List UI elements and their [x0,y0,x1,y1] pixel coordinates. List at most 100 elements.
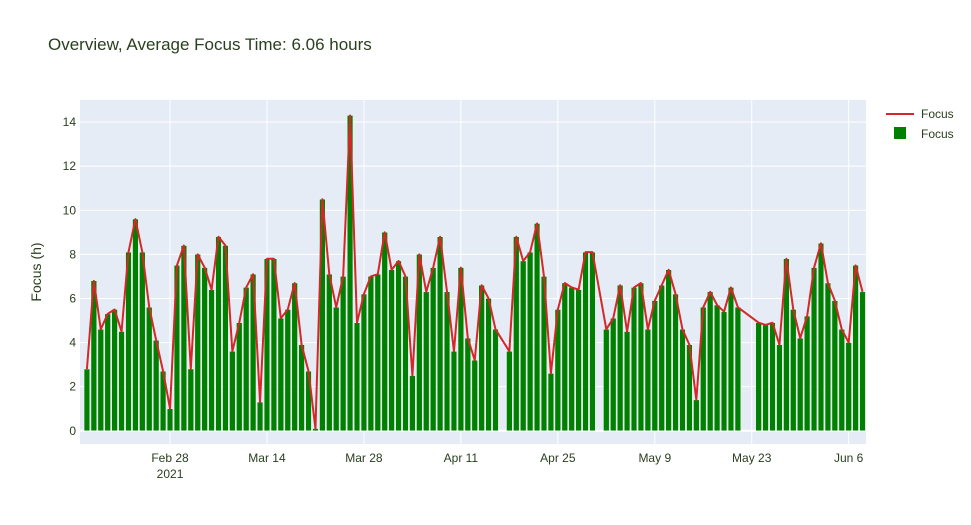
focus-bar [575,289,582,431]
focus-bar [679,329,686,431]
focus-bar [651,300,658,431]
focus-bar [277,318,284,431]
focus-bar [811,267,818,431]
focus-bar [423,291,430,431]
focus-bar [229,351,236,431]
y-tick-label: 4 [69,336,76,350]
focus-bar [97,329,104,431]
focus-bar [506,351,513,431]
focus-bar [395,260,402,431]
y-tick-label: 8 [69,247,76,261]
focus-bar [824,282,831,431]
focus-bar [153,340,160,431]
legend-bar-label: Focus [921,127,954,141]
focus-bar [776,344,783,431]
focus-bar [838,329,845,431]
focus-bar [665,269,672,431]
bar-series [83,115,866,431]
focus-bar [146,307,153,431]
focus-bar [111,309,118,431]
y-tick-label: 0 [69,424,76,438]
focus-bar [270,258,277,431]
focus-bar [617,285,624,431]
focus-bar [547,373,554,431]
y-tick-label: 10 [63,203,77,217]
focus-bar [208,289,215,431]
x-tick-label: Apr 25 [540,451,576,465]
x-tick-label: May 9 [638,451,671,465]
y-axis: 0 2 4 6 8 10 12 14 [63,115,77,438]
focus-bar [381,232,388,431]
focus-bar [340,276,347,431]
x-axis: Feb 28 2021 Mar 14 Mar 28 Apr 11 Apr 25 May 9 M… [151,451,863,481]
focus-bar [201,267,208,431]
x-tick-label: May 23 [732,451,772,465]
focus-bar [471,360,478,431]
chart-title: Overview, Average Focus Time: 6.06 hours [48,35,372,54]
focus-bar [624,331,631,431]
focus-bar [845,342,852,431]
focus-bar [630,287,638,431]
focus-bar [603,329,610,431]
focus-bar [637,282,644,431]
focus-bar [450,351,457,431]
x-tick-label: Jun 6 [834,451,864,465]
x-tick-label: Mar 28 [345,451,383,465]
focus-bar [326,274,333,431]
focus-bar [769,322,776,431]
legend-item-line[interactable]: Focus [886,107,954,121]
focus-bar [790,309,797,431]
focus-bar [534,223,541,431]
focus-bar [492,329,499,431]
focus-bar [727,287,734,431]
focus-bar [831,300,838,431]
focus-bar [520,260,527,431]
focus-bar [762,324,769,431]
focus-bar [430,267,437,431]
focus-bar [644,329,651,431]
legend[interactable]: Focus Focus [886,107,954,141]
focus-bar [804,315,811,431]
focus-bar [817,243,825,431]
focus-bar [187,368,194,431]
focus-bar [367,276,374,431]
focus-bar [118,331,125,431]
y-tick-label: 2 [69,380,76,394]
focus-bar [568,287,575,431]
y-tick-label: 6 [69,291,76,305]
focus-bar [360,293,367,431]
line-series [85,114,864,430]
focus-bar [561,282,568,431]
focus-bar [298,344,305,431]
focus-bar [755,322,762,431]
focus-bar [388,269,395,431]
focus-bar [859,291,866,431]
focus-bar [797,337,804,431]
focus-line [85,114,864,430]
focus-bar [734,307,741,431]
x-tick-label: Mar 14 [248,451,286,465]
legend-item-bar[interactable]: Focus [894,127,954,141]
legend-line-label: Focus [921,107,954,121]
focus-bar [707,291,714,431]
focus-bar [527,251,534,431]
focus-bar [243,287,250,431]
focus-bar [437,236,444,431]
focus-bar [714,304,721,431]
focus-bar [485,298,492,431]
focus-bar [104,313,111,431]
focus-bar [589,251,596,431]
focus-bar [693,399,700,431]
focus-bar [215,236,222,431]
focus-bar [284,309,291,431]
focus-bar [658,285,665,431]
y-axis-label: Focus (h) [28,242,44,301]
focus-bar [610,318,617,431]
focus-bar [257,401,264,431]
focus-bar [353,322,361,431]
x-tick-label: Apr 11 [444,451,479,465]
focus-bar [374,274,381,431]
x-tick-year-label: 2021 [157,467,184,481]
y-tick-label: 14 [63,115,77,129]
